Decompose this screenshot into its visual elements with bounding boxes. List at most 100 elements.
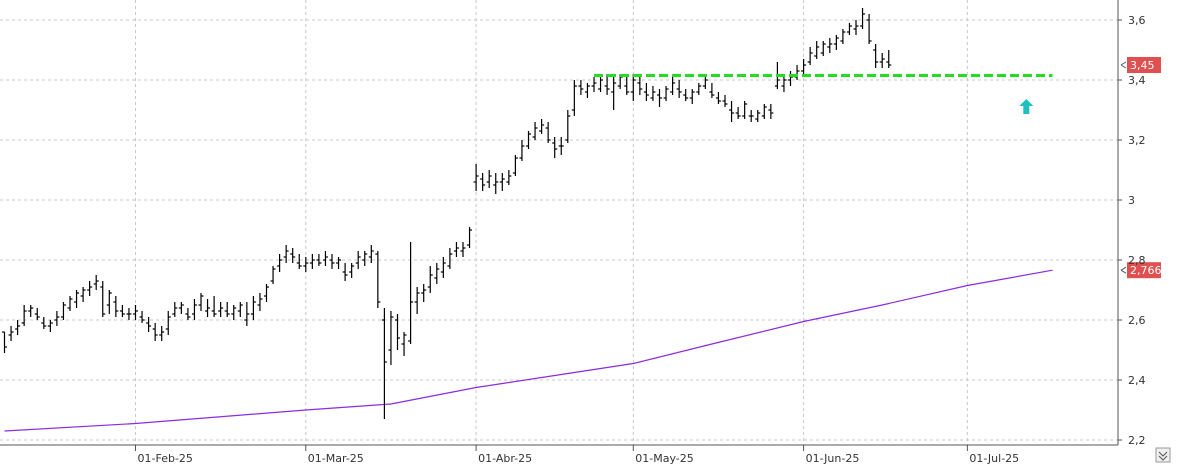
y-tick-label: 2,6 xyxy=(1128,314,1146,327)
ohlc-bar xyxy=(788,71,793,86)
x-tick-label: 01-May-25 xyxy=(635,452,693,465)
ohlc-bar xyxy=(873,44,879,68)
ohlc-bar xyxy=(375,251,381,308)
x-tick-label: 01-Jul-25 xyxy=(969,452,1019,465)
ohlc-bar xyxy=(303,257,309,272)
ohlc-bar xyxy=(565,110,571,143)
ohlc-bar xyxy=(611,77,617,110)
ohlc-bar xyxy=(545,122,551,143)
price-tag-pointer-icon xyxy=(1120,61,1127,69)
y-tick-label: 2,2 xyxy=(1128,434,1146,447)
ohlc-bar xyxy=(54,311,60,326)
ohlc-bar xyxy=(820,41,826,56)
ohlc-bar xyxy=(729,101,735,122)
ohlc-bar xyxy=(329,254,335,269)
ohlc-bar xyxy=(408,242,414,344)
ohlc-bar xyxy=(650,86,656,101)
up-arrow-icon xyxy=(1019,99,1034,114)
ohlc-bar xyxy=(473,164,479,191)
ohlc-bar xyxy=(807,47,813,65)
ohlc-bar xyxy=(846,23,852,35)
ohlc-bar xyxy=(349,263,355,278)
ohlc-bar xyxy=(440,257,446,278)
price-tag-box xyxy=(1127,262,1161,279)
ohlc-bar xyxy=(512,155,518,176)
ohlc-bar xyxy=(178,302,184,314)
ohlc-bar xyxy=(133,305,138,320)
ohlc-bar xyxy=(277,254,283,272)
ohlc-bar xyxy=(218,302,224,317)
ohlc-bar xyxy=(231,305,237,320)
ohlc-bar xyxy=(833,35,839,50)
ohlc-bar xyxy=(539,119,545,134)
ohlc-bar xyxy=(172,302,178,317)
y-tick-label: 3 xyxy=(1128,194,1135,207)
price-tag-label: 2,766 xyxy=(1130,264,1162,277)
ohlc-bar xyxy=(152,323,158,341)
ohlc-bar xyxy=(571,80,577,116)
ohlc-bar xyxy=(761,104,767,119)
y-tick-label: 3,2 xyxy=(1128,134,1146,147)
ohlc-bar xyxy=(840,29,846,44)
ohlc-bar xyxy=(683,89,689,101)
ohlc-bar xyxy=(709,83,715,98)
ohlc-bar xyxy=(381,308,387,419)
ohlc-bar xyxy=(434,263,440,284)
ohlc-bar xyxy=(198,293,204,311)
ohlc-bar xyxy=(8,326,14,341)
ohlc-bar xyxy=(584,83,590,98)
double-chevron-icon[interactable] xyxy=(1155,447,1171,463)
ohlc-bar xyxy=(676,80,682,98)
ohlc-bar xyxy=(755,110,761,122)
ohlc-bar xyxy=(578,80,584,95)
ohlc-bar xyxy=(493,173,499,194)
price-tag-pointer-icon xyxy=(1120,266,1127,274)
ohlc-bar xyxy=(414,287,420,314)
ohlc-bar xyxy=(21,305,27,326)
ohlc-bar xyxy=(126,308,132,320)
ohlc-bar xyxy=(624,77,630,95)
ohlc-bar xyxy=(165,311,171,335)
ohlc-bar xyxy=(309,254,315,269)
ohlc-bar xyxy=(447,248,453,269)
ohlc-bar xyxy=(159,326,165,341)
axis-layer: 2,2 2,4 2,6 2,8 3 3,2 3,4 3,6 01-Feb-25 01-Mar-25… xyxy=(0,0,1146,465)
ohlc-bar xyxy=(296,254,302,269)
grid-layer xyxy=(0,0,1118,445)
price-tag-box xyxy=(1127,57,1161,73)
ohlc-bar xyxy=(80,287,86,302)
ohlc-bars-layer xyxy=(2,8,892,419)
ohlc-bar xyxy=(185,308,191,320)
ohlc-bar xyxy=(604,74,610,95)
moving-average-layer xyxy=(4,269,1053,432)
ohlc-bar xyxy=(290,248,296,263)
ohlc-bar xyxy=(60,302,66,320)
ohlc-bar xyxy=(355,251,361,269)
ohlc-bar xyxy=(342,263,348,281)
ohlc-bar xyxy=(237,302,243,317)
ohlc-bar xyxy=(395,314,400,350)
ohlc-bar xyxy=(119,305,125,317)
ohlc-bar xyxy=(113,296,119,317)
ohlc-bar xyxy=(264,284,269,302)
ohlc-bar xyxy=(250,296,256,320)
x-tick-label: 01-Jun-25 xyxy=(806,452,860,465)
x-tick-label: 01-Feb-25 xyxy=(138,452,193,465)
ohlc-bar xyxy=(643,83,649,101)
y-tick-label: 3,4 xyxy=(1128,74,1146,87)
ohlc-bar xyxy=(67,296,73,311)
ohlc-bar xyxy=(74,290,80,308)
ohlc-bar xyxy=(630,74,636,101)
ohlc-bar xyxy=(191,299,197,320)
ohlc-bar xyxy=(532,122,538,140)
ohlc-bar xyxy=(336,257,342,269)
ohlc-bar xyxy=(552,137,558,158)
ohlc-bar xyxy=(427,266,433,293)
ohlc-bar xyxy=(467,227,473,248)
ohlc-bar xyxy=(283,245,289,263)
ohlc-bar xyxy=(146,317,152,332)
ohlc-bar xyxy=(715,92,721,104)
ohlc-bar xyxy=(689,89,695,104)
ohlc-bar xyxy=(526,131,531,149)
overlay-layer: 3,45 2,766 xyxy=(594,57,1162,279)
